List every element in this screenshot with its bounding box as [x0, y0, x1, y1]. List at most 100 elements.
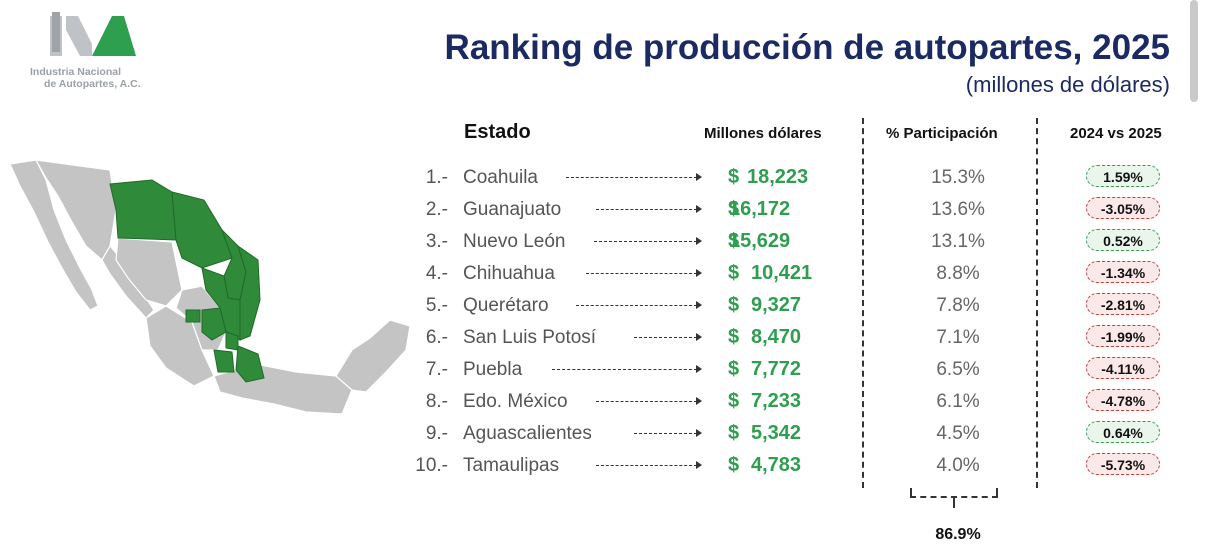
table-row: 1.- Coahuila $18,223 15.3% 1.59% — [0, 165, 1206, 199]
row-state: Querétaro — [463, 295, 549, 316]
logo-line-2: de Autopartes, A.C. — [44, 78, 141, 90]
row-state: Coahuila — [463, 167, 538, 188]
row-arrow-icon — [594, 236, 702, 245]
row-state: Chihuahua — [463, 263, 555, 284]
logo-caption: Industria Nacional de Autopartes, A.C. — [30, 66, 160, 90]
row-currency: $ — [728, 262, 740, 284]
row-arrow-icon — [596, 204, 702, 213]
row-arrow-icon — [634, 428, 702, 437]
map-puebla — [235, 345, 265, 383]
row-arrow-icon — [596, 460, 702, 469]
change-badge: 0.52% — [1086, 229, 1160, 251]
row-value: 9,327 — [751, 294, 802, 316]
change-badge: -5.73% — [1086, 453, 1160, 475]
row-state: Aguascalientes — [463, 423, 592, 444]
row-arrow-icon — [566, 172, 702, 181]
row-value: 8,470 — [751, 326, 802, 348]
row-value: 10,421 — [751, 262, 813, 284]
row-currency: $ — [728, 166, 740, 188]
total-brace-tip — [953, 498, 955, 508]
map-coahuila — [171, 191, 233, 269]
page-title: Ranking de producción de autopartes, 202… — [444, 28, 1170, 67]
map-slp — [201, 267, 241, 341]
table-row: 5.- Querétaro $9,327 7.8% -2.81% — [0, 293, 1206, 327]
table-row: 6.- San Luis Potosí $8,470 7.1% -1.99% — [0, 325, 1206, 359]
row-currency: $ — [728, 326, 740, 348]
map-durango — [115, 237, 183, 307]
table-row: 8.- Edo. México $7,233 6.1% -4.78% — [0, 389, 1206, 423]
row-currency: $ — [728, 358, 740, 380]
map-guanajuato — [201, 307, 227, 341]
row-share: 8.8% — [936, 263, 980, 284]
row-rank: 2.- — [425, 199, 448, 220]
map-tamaulipas — [237, 244, 261, 341]
mexico-map — [9, 159, 411, 415]
row-currency: $ — [728, 198, 740, 220]
row-rank: 3.- — [425, 231, 448, 252]
change-badge: -4.78% — [1086, 389, 1160, 411]
row-arrow-icon — [576, 300, 702, 309]
row-state: San Luis Potosí — [463, 327, 597, 348]
header-millones: Millones dólares — [704, 125, 822, 142]
row-share: 7.8% — [936, 295, 980, 316]
row-currency: $ — [728, 390, 740, 412]
page-subtitle: (millones de dólares) — [965, 72, 1170, 97]
row-rank: 4.- — [425, 263, 448, 284]
row-arrow-icon — [596, 396, 702, 405]
row-share: 7.1% — [936, 327, 980, 348]
row-share: 6.5% — [936, 359, 980, 380]
table-row: 7.- Puebla $7,772 6.5% -4.11% — [0, 357, 1206, 391]
ina-logo — [50, 12, 136, 56]
change-badge: -1.34% — [1086, 261, 1160, 283]
row-state: Tamaulipas — [463, 455, 560, 476]
row-currency: $ — [728, 294, 740, 316]
table-row: 4.- Chihuahua $10,421 8.8% -1.34% — [0, 261, 1206, 295]
divider-2 — [1036, 118, 1038, 488]
row-rank: 5.- — [425, 295, 448, 316]
row-share: 6.1% — [936, 391, 980, 412]
row-share: 4.0% — [936, 455, 980, 476]
row-state: Guanajuato — [463, 199, 562, 220]
change-badge: -3.05% — [1086, 197, 1160, 219]
row-value: 7,233 — [751, 390, 802, 412]
row-value: 16,172 — [729, 198, 791, 220]
row-share: 15.3% — [931, 167, 985, 188]
header-vs: 2024 vs 2025 — [1070, 125, 1162, 142]
change-badge: -2.81% — [1086, 293, 1160, 315]
row-rank: 8.- — [425, 391, 448, 412]
row-state: Nuevo León — [463, 231, 566, 252]
row-value: 4,783 — [751, 454, 802, 476]
map-aguascalientes — [185, 309, 201, 323]
row-rank: 10.- — [415, 455, 448, 476]
row-share: 13.6% — [931, 199, 985, 220]
row-rank: 6.- — [425, 327, 448, 348]
row-value: 18,223 — [747, 166, 809, 188]
row-rank: 1.- — [425, 167, 448, 188]
table-row: 3.- Nuevo León $15,629 13.1% 0.52% — [0, 229, 1206, 263]
row-currency: $ — [728, 230, 740, 252]
row-state: Edo. México — [463, 391, 568, 412]
row-currency: $ — [728, 454, 740, 476]
row-value: 15,629 — [729, 230, 791, 252]
divider-1 — [862, 118, 864, 488]
change-badge: 1.59% — [1086, 165, 1160, 187]
map-baja-california — [9, 159, 99, 311]
row-value: 7,772 — [751, 358, 802, 380]
change-badge: -4.11% — [1086, 357, 1160, 379]
row-state: Puebla — [463, 359, 523, 380]
row-share: 4.5% — [936, 423, 980, 444]
table-row: 9.- Aguascalientes $5,342 4.5% 0.64% — [0, 421, 1206, 455]
header-estado: Estado — [464, 121, 531, 143]
total-brace — [910, 488, 998, 498]
map-edomex — [213, 349, 235, 373]
row-arrow-icon — [552, 364, 702, 373]
row-arrow-icon — [586, 268, 702, 277]
row-rank: 7.- — [425, 359, 448, 380]
change-badge: -1.99% — [1086, 325, 1160, 347]
row-rank: 9.- — [425, 423, 448, 444]
table-row: 2.- Guanajuato $16,172 13.6% -3.05% — [0, 197, 1206, 231]
row-share: 13.1% — [931, 231, 985, 252]
scrollbar[interactable] — [1190, 0, 1198, 102]
map-southeast — [335, 319, 411, 393]
change-badge: 0.64% — [1086, 421, 1160, 443]
